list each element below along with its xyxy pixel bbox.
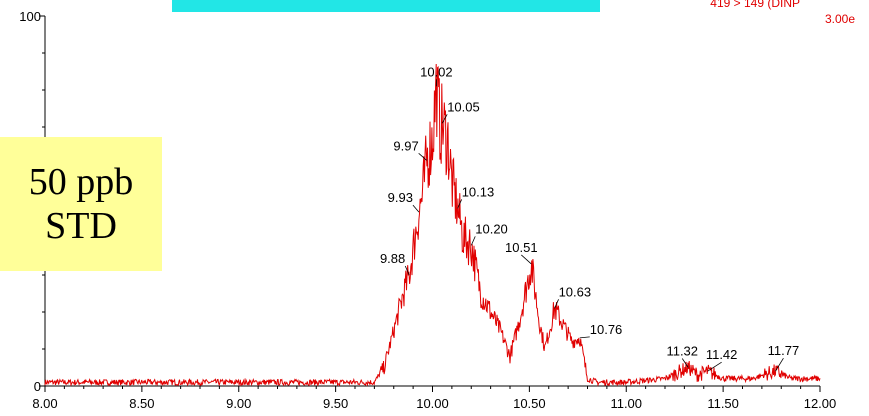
x-tick-label: 8.50 xyxy=(129,396,154,411)
peak-leader xyxy=(470,236,476,246)
y-tick-label: 0 xyxy=(34,379,41,394)
x-tick-label: 9.50 xyxy=(323,396,348,411)
peak-label: 10.63 xyxy=(559,284,592,299)
peak-leader xyxy=(412,204,420,213)
peak-leader xyxy=(457,199,463,209)
peak-leader xyxy=(404,265,410,276)
chromatogram-trace xyxy=(44,63,821,387)
peak-label: 9.93 xyxy=(388,190,413,205)
x-tick-label: 11.00 xyxy=(610,396,642,411)
peak-leader xyxy=(579,336,590,339)
y-tick-label: 100 xyxy=(19,9,41,24)
peak-label: 10.51 xyxy=(505,240,538,255)
x-tick-label: 9.00 xyxy=(226,396,251,411)
x-tick-label: 10.50 xyxy=(513,396,546,411)
peak-label: 11.32 xyxy=(666,344,698,359)
header-bar xyxy=(172,0,600,12)
x-tick-label: 8.00 xyxy=(32,396,57,411)
peak-label: 10.13 xyxy=(462,184,495,199)
trace-layer xyxy=(44,63,821,387)
peak-leader xyxy=(521,254,532,265)
channel-label: 419 > 149 (DINP xyxy=(710,0,800,10)
peak-leader xyxy=(554,299,559,309)
peak-label: 9.88 xyxy=(380,251,405,266)
peak-label: 10.20 xyxy=(475,221,508,236)
peak-leader xyxy=(418,152,427,161)
peak-label: 10.05 xyxy=(447,99,480,114)
sample-concentration: 50 ppb xyxy=(28,161,134,203)
peak-labels: 10.02 10.05 9.97 10.13 9.93 10.20 10.51 9.88 10.… xyxy=(380,64,800,372)
peak-label: 11.42 xyxy=(706,347,738,362)
axes: 8.00 8.50 9.00 9.50 10.00 10.50 11.00 11.50 12.0… xyxy=(19,9,836,411)
intensity-label: 3.00e xyxy=(825,12,855,26)
peak-label: 10.02 xyxy=(420,64,453,79)
sample-type: STD xyxy=(45,205,117,247)
peak-leader xyxy=(441,114,448,124)
x-tick-label: 10.00 xyxy=(416,396,449,411)
peak-label: 9.97 xyxy=(393,138,418,153)
peak-label: 10.76 xyxy=(590,322,623,337)
peak-leader xyxy=(707,361,722,372)
x-tick-label: 11.50 xyxy=(707,396,739,411)
peak-leader xyxy=(775,357,784,372)
peak-leader xyxy=(681,358,689,368)
peak-label: 11.77 xyxy=(768,343,800,358)
sample-label-box: 50 ppb STD xyxy=(0,137,162,271)
x-tick-label: 12.00 xyxy=(804,396,837,411)
